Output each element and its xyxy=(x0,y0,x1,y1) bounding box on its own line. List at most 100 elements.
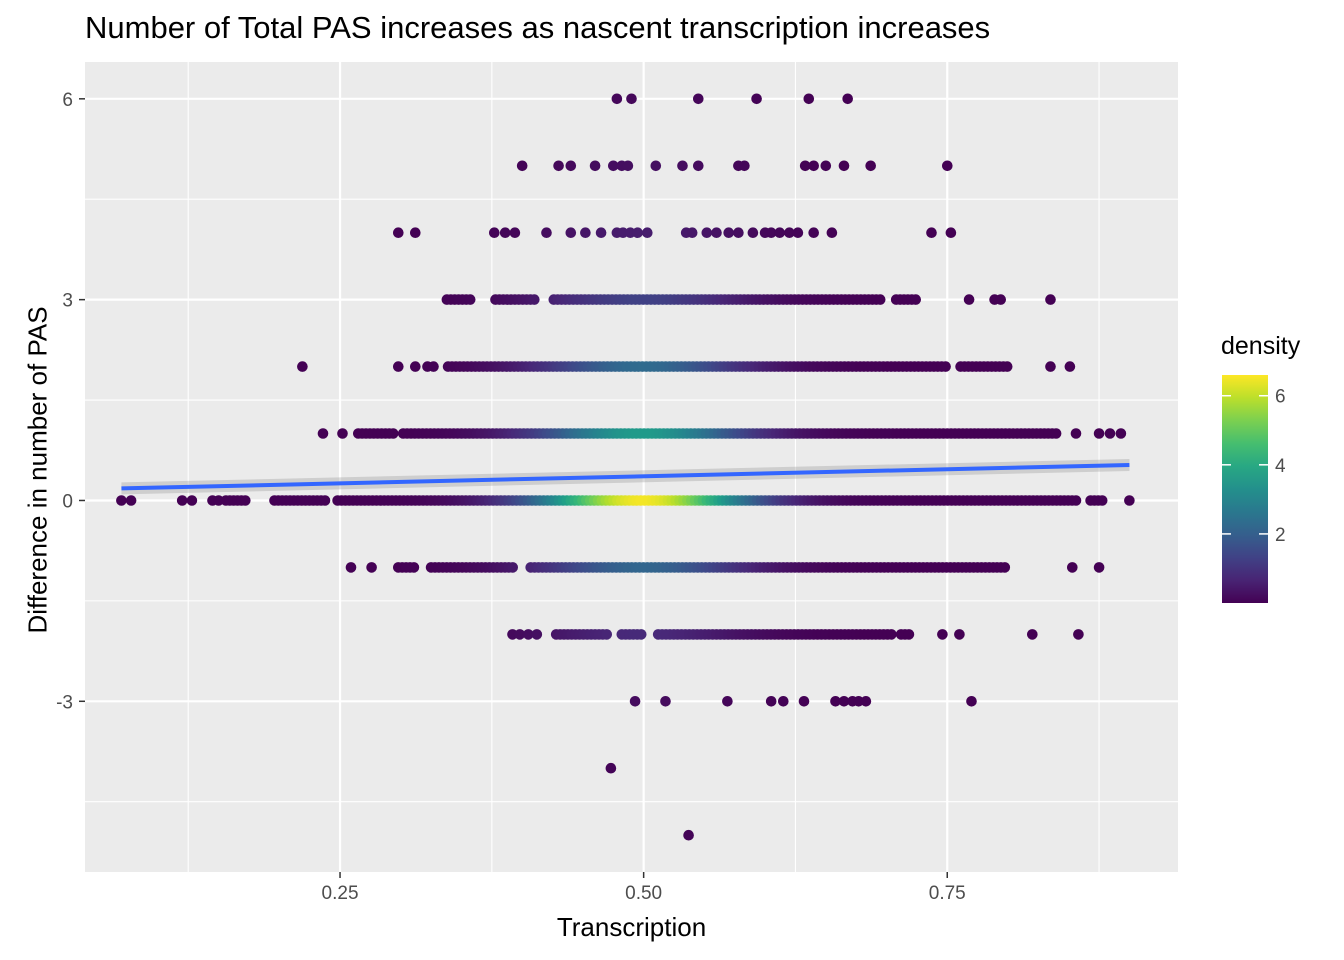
data-point xyxy=(531,629,543,640)
data-point xyxy=(625,227,636,238)
data-point xyxy=(337,428,348,439)
data-point xyxy=(860,696,872,707)
data-point xyxy=(1070,428,1082,439)
data-point xyxy=(820,160,832,172)
data-point xyxy=(722,696,733,707)
data-point xyxy=(853,696,864,707)
data-point xyxy=(626,93,637,105)
data-point xyxy=(945,227,957,238)
data-point xyxy=(580,227,591,238)
data-point xyxy=(999,562,1011,573)
x-axis-label: Transcription xyxy=(556,912,707,942)
data-point xyxy=(601,629,612,640)
trend-line xyxy=(121,462,1130,491)
data-point xyxy=(683,829,694,841)
data-point xyxy=(393,227,404,238)
data-point xyxy=(605,762,617,774)
legend-title: density xyxy=(1221,332,1301,360)
data-point xyxy=(701,227,713,238)
y-tick-label: -3 xyxy=(56,692,73,713)
data-point xyxy=(1104,428,1116,439)
data-point xyxy=(1124,495,1135,506)
data-point xyxy=(387,428,399,439)
data-point xyxy=(808,227,819,238)
data-point xyxy=(541,227,552,238)
data-point xyxy=(751,93,762,105)
data-point xyxy=(963,294,975,305)
data-point xyxy=(874,294,886,305)
data-point xyxy=(523,629,534,640)
data-point xyxy=(629,696,641,707)
data-point xyxy=(509,227,521,238)
data-point xyxy=(176,495,188,506)
data-point xyxy=(910,294,921,305)
data-point xyxy=(622,160,634,172)
data-point xyxy=(842,93,853,105)
y-axis-label: Difference in number of PAS xyxy=(22,306,53,634)
data-point xyxy=(926,227,937,238)
data-point xyxy=(693,160,704,172)
data-point xyxy=(589,160,601,172)
data-point xyxy=(125,495,137,506)
data-point xyxy=(345,562,357,573)
data-point xyxy=(723,227,734,238)
data-point xyxy=(693,93,704,105)
data-point xyxy=(1027,629,1038,640)
data-point xyxy=(428,361,439,372)
y-tick-label: 6 xyxy=(62,90,73,111)
data-point xyxy=(838,696,850,707)
data-point xyxy=(798,696,810,707)
data-point xyxy=(686,227,698,238)
data-point xyxy=(635,629,647,640)
data-point xyxy=(565,160,577,172)
data-point xyxy=(464,294,476,305)
colorbar-tick-label: 4 xyxy=(1275,456,1286,477)
data-point xyxy=(739,160,750,172)
data-point xyxy=(660,696,671,707)
data-point xyxy=(865,160,876,172)
data-point xyxy=(1067,562,1078,573)
data-point xyxy=(778,696,789,707)
data-point xyxy=(792,227,804,238)
data-point xyxy=(942,160,953,172)
data-point xyxy=(297,361,308,372)
data-point xyxy=(366,562,377,573)
y-tick-label: 0 xyxy=(62,491,73,512)
data-point xyxy=(1073,629,1084,640)
data-point xyxy=(1093,562,1105,573)
data-point xyxy=(565,227,577,238)
y-tick-label: 3 xyxy=(62,291,73,312)
data-point xyxy=(838,160,850,172)
data-point xyxy=(632,227,643,238)
data-point xyxy=(410,227,421,238)
data-point xyxy=(1045,361,1056,372)
data-point xyxy=(765,696,777,707)
data-point xyxy=(733,227,744,238)
data-point xyxy=(765,227,777,238)
data-point xyxy=(489,227,500,238)
data-point xyxy=(507,562,518,573)
chart-title: Number of Total PAS increases as nascent… xyxy=(85,10,991,45)
colorbar-tick-label: 6 xyxy=(1275,387,1286,408)
data-point xyxy=(319,495,331,506)
data-point xyxy=(966,696,977,707)
data-point xyxy=(186,495,198,506)
data-point xyxy=(408,562,420,573)
data-point xyxy=(803,93,815,105)
data-point xyxy=(774,227,785,238)
data-point xyxy=(1050,428,1062,439)
x-tick-label: 0.50 xyxy=(625,883,662,904)
data-point xyxy=(995,294,1006,305)
data-point xyxy=(747,227,759,238)
data-point xyxy=(516,160,528,172)
x-tick-label: 0.75 xyxy=(929,883,966,904)
data-point xyxy=(826,227,838,238)
data-point xyxy=(393,361,404,372)
data-point xyxy=(954,629,965,640)
colorbar xyxy=(1222,375,1268,603)
data-point xyxy=(595,227,607,238)
data-point xyxy=(553,160,564,172)
data-point xyxy=(937,629,948,640)
data-point xyxy=(1070,495,1082,506)
